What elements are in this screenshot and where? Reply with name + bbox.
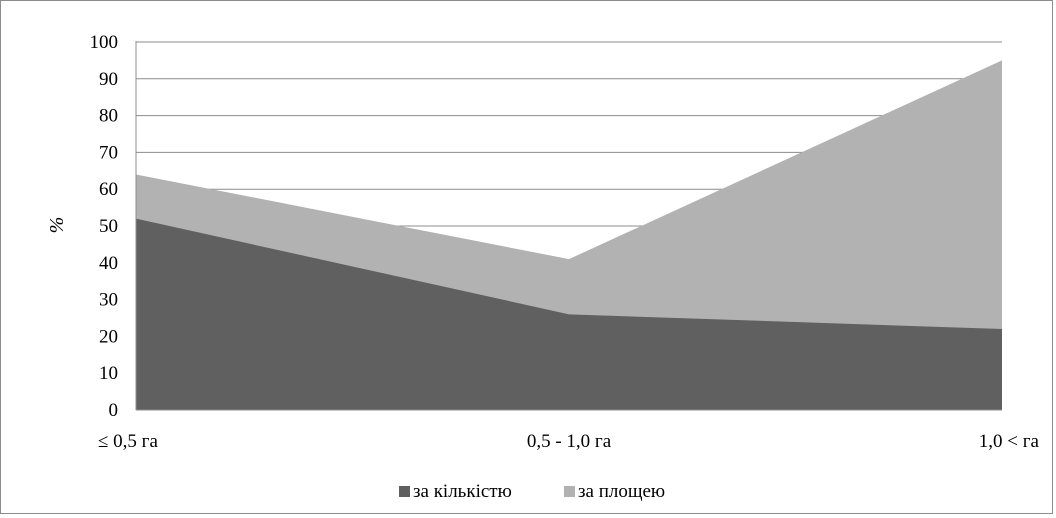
y-tick-label: 10 xyxy=(99,363,118,384)
x-tick-labels: ≤ 0,5 га 0,5 - 1,0 га 1,0 < га xyxy=(98,431,1040,452)
plot-areas xyxy=(136,60,1002,410)
y-tick-label: 90 xyxy=(99,69,118,90)
y-tick-label: 80 xyxy=(99,106,118,127)
y-tick-label: 20 xyxy=(99,326,118,347)
legend-swatch xyxy=(399,486,410,497)
y-tick-label: 100 xyxy=(90,32,119,53)
x-tick-label: 1,0 < га xyxy=(979,431,1040,452)
y-tick-label: 0 xyxy=(109,400,119,421)
legend-label: за площею xyxy=(578,481,665,502)
y-tick-label: 50 xyxy=(99,216,118,237)
legend-label: за кількістю xyxy=(413,481,512,502)
y-axis-label: % xyxy=(46,217,68,234)
y-tick-label: 30 xyxy=(99,290,118,311)
x-tick-label: 0,5 - 1,0 га xyxy=(527,431,612,452)
y-tick-label: 60 xyxy=(99,179,118,200)
y-tick-label: 70 xyxy=(99,142,118,163)
y-tick-labels: 0 10 20 30 40 50 60 70 80 90 100 xyxy=(90,32,119,421)
legend: за кількістю за площею xyxy=(399,481,665,502)
y-tick-label: 40 xyxy=(99,253,118,274)
x-tick-label: ≤ 0,5 га xyxy=(98,431,158,452)
legend-swatch xyxy=(564,486,575,497)
